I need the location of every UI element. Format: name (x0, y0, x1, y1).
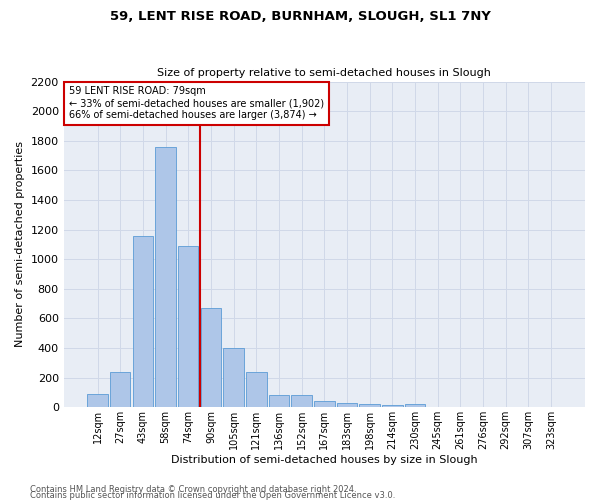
Bar (223, 348, 244, 408)
Bar (382, 405, 403, 407)
Bar (337, 403, 357, 407)
Title: Size of property relative to semi-detached houses in Slough: Size of property relative to semi-detach… (157, 68, 491, 78)
Bar (155, 146, 176, 408)
Bar (292, 396, 312, 407)
Text: Contains HM Land Registry data © Crown copyright and database right 2024.: Contains HM Land Registry data © Crown c… (30, 485, 356, 494)
Bar (178, 246, 199, 408)
Bar (201, 308, 221, 408)
Y-axis label: Number of semi-detached properties: Number of semi-detached properties (15, 142, 25, 348)
X-axis label: Distribution of semi-detached houses by size in Slough: Distribution of semi-detached houses by … (171, 455, 478, 465)
Bar (88, 394, 108, 407)
Text: Contains public sector information licensed under the Open Government Licence v3: Contains public sector information licen… (30, 491, 395, 500)
Bar (110, 372, 130, 408)
Bar (314, 400, 335, 407)
Bar (133, 236, 153, 408)
Bar (359, 404, 380, 407)
Text: 59 LENT RISE ROAD: 79sqm
← 33% of semi-detached houses are smaller (1,902)
66% o: 59 LENT RISE ROAD: 79sqm ← 33% of semi-d… (69, 86, 324, 120)
Text: 59, LENT RISE ROAD, BURNHAM, SLOUGH, SL1 7NY: 59, LENT RISE ROAD, BURNHAM, SLOUGH, SL1… (110, 10, 490, 23)
Bar (269, 394, 289, 407)
Bar (405, 404, 425, 407)
Bar (246, 372, 266, 408)
